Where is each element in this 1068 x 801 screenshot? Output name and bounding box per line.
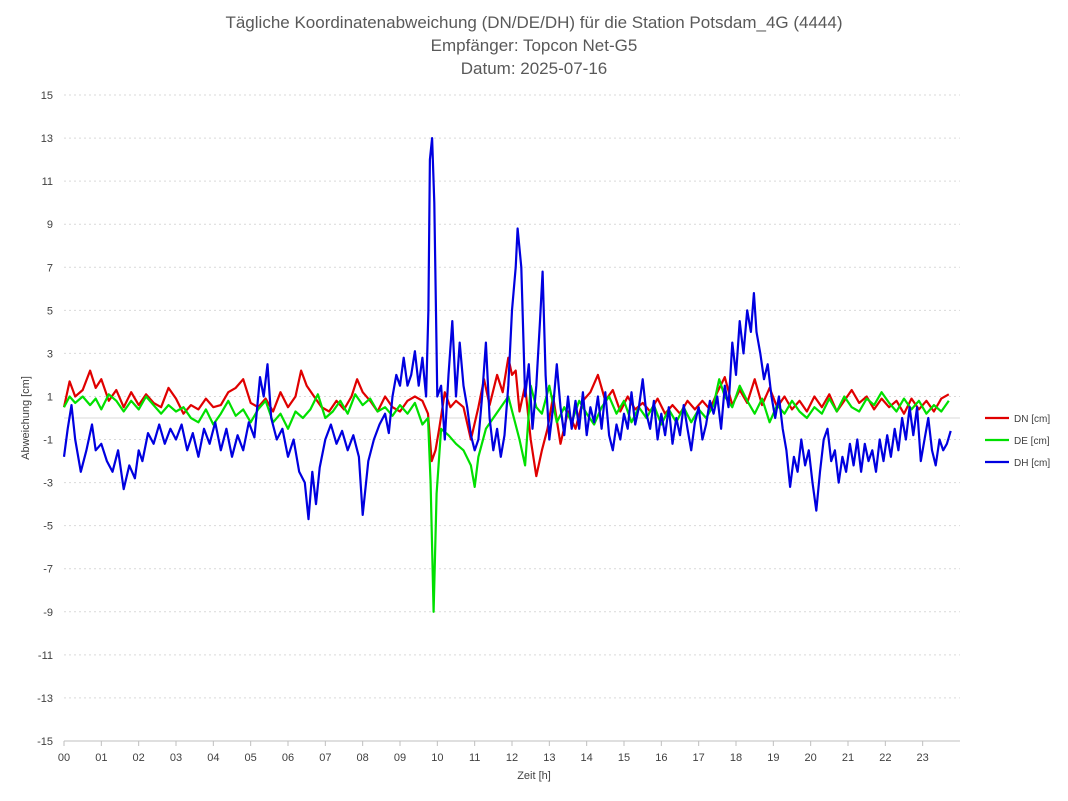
x-tick-label: 04 bbox=[207, 752, 219, 764]
x-tick-label: 12 bbox=[506, 752, 518, 764]
series-line-dh bbox=[62, 137, 952, 521]
x-tick-label: 08 bbox=[357, 752, 369, 764]
x-tick-label: 15 bbox=[618, 752, 630, 764]
x-tick-label: 03 bbox=[170, 752, 182, 764]
chart-subtitle: Empfänger: Topcon Net-G5 bbox=[431, 36, 638, 55]
chart-title: Tägliche Koordinatenabweichung (DN/DE/DH… bbox=[225, 13, 842, 32]
x-tick-label: 22 bbox=[879, 752, 891, 764]
y-tick-label: -5 bbox=[43, 521, 53, 533]
x-tick-label: 05 bbox=[245, 752, 257, 764]
y-tick-label: 13 bbox=[41, 133, 53, 145]
series-line-de bbox=[63, 378, 950, 613]
x-tick-label: 20 bbox=[805, 752, 817, 764]
y-tick-label: -3 bbox=[43, 478, 53, 490]
x-axis-label: Zeit [h] bbox=[517, 770, 551, 782]
x-tick-label: 14 bbox=[581, 752, 593, 764]
x-tick-label: 00 bbox=[58, 752, 70, 764]
x-tick-label: 17 bbox=[693, 752, 705, 764]
x-tick-label: 19 bbox=[767, 752, 779, 764]
y-tick-label: 5 bbox=[47, 305, 53, 317]
y-tick-label: -15 bbox=[37, 736, 53, 748]
x-axis-ticks: 00 01 02 03 04 05 06 07 08 09 10 11 12 13 14 15 16 17 18 19… bbox=[58, 741, 929, 764]
x-tick-label: 02 bbox=[133, 752, 145, 764]
x-tick-label: 21 bbox=[842, 752, 854, 764]
y-tick-label: 11 bbox=[42, 176, 53, 188]
y-tick-label: -9 bbox=[43, 607, 53, 619]
grid-lines bbox=[64, 94, 960, 742]
y-tick-label: -7 bbox=[43, 564, 53, 576]
y-tick-label: 3 bbox=[47, 348, 53, 360]
x-tick-label: 10 bbox=[431, 752, 443, 764]
x-tick-label: 01 bbox=[95, 752, 107, 764]
x-tick-label: 11 bbox=[469, 752, 480, 764]
y-tick-label: -13 bbox=[37, 693, 53, 705]
legend-label: DN [cm] bbox=[1014, 414, 1050, 425]
y-tick-label: 7 bbox=[47, 262, 53, 274]
x-tick-label: 13 bbox=[543, 752, 555, 764]
x-tick-label: 18 bbox=[730, 752, 742, 764]
x-tick-label: 23 bbox=[917, 752, 929, 764]
legend: DN [cm] DE [cm] DH [cm] bbox=[985, 414, 1050, 469]
x-tick-label: 07 bbox=[319, 752, 331, 764]
series-group bbox=[62, 137, 952, 613]
x-tick-label: 16 bbox=[655, 752, 667, 764]
y-tick-label: -11 bbox=[38, 650, 53, 662]
series-line-dn bbox=[62, 356, 950, 478]
y-tick-label: -1 bbox=[43, 435, 53, 447]
y-axis-label: Abweichung [cm] bbox=[20, 376, 32, 460]
y-tick-label: 15 bbox=[41, 90, 53, 102]
x-tick-label: 06 bbox=[282, 752, 294, 764]
x-tick-label: 09 bbox=[394, 752, 406, 764]
legend-label: DH [cm] bbox=[1014, 458, 1050, 469]
legend-label: DE [cm] bbox=[1014, 436, 1050, 447]
chart-date: Datum: 2025-07-16 bbox=[461, 59, 607, 78]
y-tick-label: 1 bbox=[47, 391, 53, 403]
y-axis-ticks: 15 13 11 9 7 5 3 1 -1 -3 -5 -7 -9 -11 -13 -15 bbox=[37, 90, 53, 748]
y-tick-label: 9 bbox=[47, 219, 53, 231]
